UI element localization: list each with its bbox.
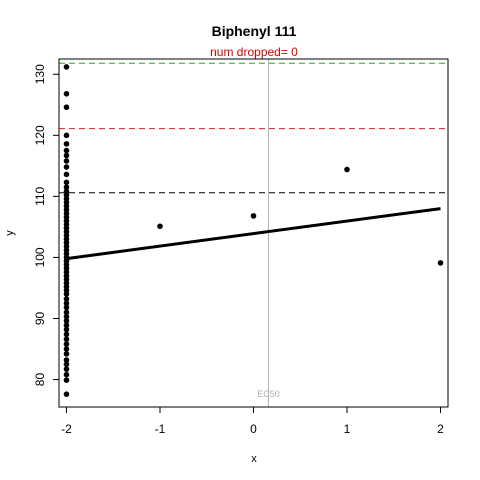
data-point bbox=[63, 357, 70, 363]
data-point bbox=[63, 326, 70, 333]
x-tick-label: -1 bbox=[155, 422, 166, 436]
data-point bbox=[63, 91, 70, 97]
data-point bbox=[63, 309, 70, 316]
data-point bbox=[63, 132, 70, 139]
data-point bbox=[63, 336, 70, 343]
data-point bbox=[63, 371, 70, 378]
data-point bbox=[63, 64, 70, 70]
data-point bbox=[63, 179, 70, 186]
x-tick-label: 0 bbox=[250, 422, 257, 436]
x-axis: -2 -1 0 1 2 bbox=[61, 407, 444, 436]
data-point bbox=[63, 391, 70, 397]
data-point bbox=[63, 296, 70, 302]
data-point bbox=[63, 147, 70, 154]
x-tick-label: -2 bbox=[61, 422, 72, 436]
y-axis-label: y bbox=[4, 230, 16, 236]
data-point bbox=[63, 104, 70, 111]
data-point bbox=[63, 152, 70, 159]
y-tick-label: 100 bbox=[33, 247, 47, 267]
data-point bbox=[63, 346, 70, 352]
y-tick-label: 110 bbox=[33, 186, 47, 205]
x-axis-label: x bbox=[251, 453, 257, 465]
data-point bbox=[63, 291, 70, 297]
data-point bbox=[63, 366, 70, 372]
data-point bbox=[63, 361, 70, 368]
data-point bbox=[63, 318, 70, 324]
data-point bbox=[250, 213, 257, 219]
data-point bbox=[63, 377, 70, 383]
x-tick-label: 2 bbox=[437, 422, 444, 436]
data-point bbox=[157, 223, 163, 230]
data-point bbox=[63, 158, 70, 164]
x-tick-label: 1 bbox=[344, 422, 351, 436]
y-tick-label: 80 bbox=[33, 373, 47, 387]
data-point bbox=[63, 141, 70, 147]
chart-subtitle: num dropped= 0 bbox=[210, 45, 298, 59]
data-point bbox=[63, 313, 70, 320]
data-point bbox=[63, 351, 70, 357]
y-tick-label: 90 bbox=[33, 311, 47, 325]
data-point bbox=[63, 341, 70, 347]
data-point bbox=[63, 322, 70, 328]
ec50-label: EC50 bbox=[257, 389, 280, 399]
data-point bbox=[63, 171, 70, 178]
y-axis: 80 90 100 110 120 130 bbox=[33, 64, 59, 386]
data-point bbox=[437, 260, 444, 266]
data-point bbox=[63, 331, 70, 338]
y-tick-label: 120 bbox=[33, 125, 47, 145]
data-point bbox=[63, 164, 70, 170]
fit-line bbox=[66, 207, 441, 261]
data-point bbox=[344, 166, 350, 173]
plot-area: EC50 bbox=[59, 59, 448, 407]
data-point bbox=[63, 300, 70, 307]
y-tick-label: 130 bbox=[33, 64, 47, 84]
chart-title: Biphenyl 111 bbox=[212, 23, 297, 39]
data-point bbox=[63, 304, 70, 311]
data-point bbox=[63, 184, 70, 191]
